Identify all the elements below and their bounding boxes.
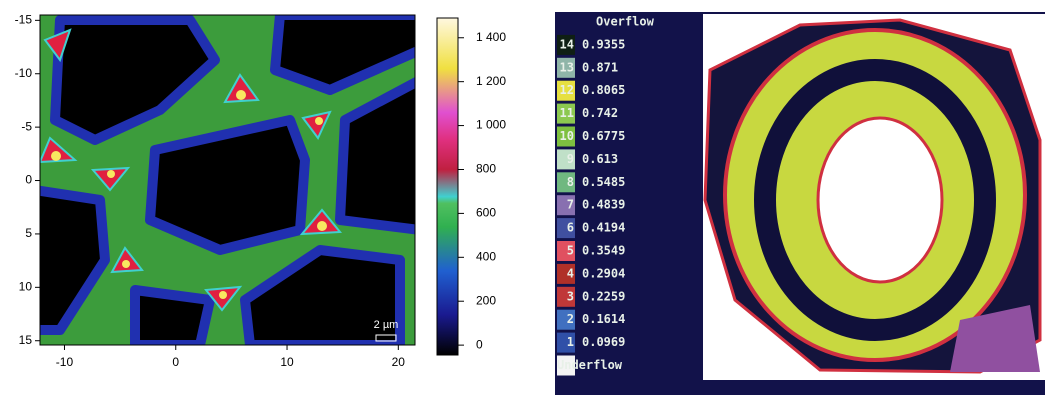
level-value: 0.0969 — [582, 335, 625, 349]
level-value: 0.2904 — [582, 266, 625, 280]
legend-swatch — [557, 263, 575, 284]
level-value: 0.9355 — [582, 37, 625, 51]
plot-frame — [39, 14, 416, 346]
x-tick-label: -10 — [56, 355, 74, 369]
level-label: 12 — [560, 83, 574, 97]
colorbar-tick-label: 600 — [476, 206, 496, 220]
legend-swatch — [557, 172, 575, 193]
underflow-label: Underflow — [557, 358, 623, 372]
legend-swatch — [557, 34, 575, 55]
x-tick-label: 0 — [172, 355, 179, 369]
legend-swatch — [557, 103, 575, 124]
legend-swatch — [557, 80, 575, 101]
colorbar-tick-label: 800 — [476, 162, 496, 176]
x-tick-label: 20 — [392, 355, 406, 369]
colorbar-tick-label: 1 400 — [476, 30, 506, 44]
level-label: 6 — [567, 221, 574, 235]
colorbar-tick-label: 400 — [476, 249, 496, 263]
level-value: 0.6775 — [582, 129, 625, 143]
y-tick-label: 15 — [19, 333, 33, 347]
y-tick-label: -15 — [15, 13, 33, 27]
level-value: 0.8065 — [582, 83, 625, 97]
legend-swatch — [557, 286, 575, 307]
colorbar-tick-label: 200 — [476, 293, 496, 307]
false-color-image — [703, 14, 1045, 380]
y-tick-label: 5 — [25, 226, 32, 240]
level-value: 0.4839 — [582, 198, 625, 212]
legend-swatch — [557, 241, 575, 261]
level-label: 8 — [567, 175, 574, 189]
level-label: 14 — [560, 37, 574, 51]
colorbar-tick-label: 1 000 — [476, 118, 506, 132]
y-tick-label: -5 — [21, 119, 32, 133]
legend-swatch — [557, 57, 575, 78]
x-tick-label: 10 — [280, 355, 294, 369]
level-label: 11 — [560, 106, 574, 120]
level-value: 0.5485 — [582, 175, 625, 189]
level-value: 0.3549 — [582, 244, 625, 258]
level-label: 2 — [567, 312, 574, 326]
legend-swatch — [557, 195, 575, 216]
level-value: 0.613 — [582, 152, 618, 166]
level-label: 4 — [567, 266, 574, 280]
level-value: 0.871 — [582, 60, 618, 74]
level-label: 10 — [560, 129, 574, 143]
level-label: 9 — [567, 152, 574, 166]
legend-swatch — [557, 355, 575, 376]
level-label: 3 — [567, 289, 574, 303]
colorbar-tick-label: 1 200 — [476, 74, 506, 88]
scale-bar-label: 2 µm — [374, 319, 399, 331]
legend-swatch — [557, 218, 575, 239]
colorbar — [436, 17, 459, 356]
y-tick-label: 0 — [25, 173, 32, 187]
legend-swatch — [557, 149, 575, 170]
y-tick-label: 10 — [19, 280, 33, 294]
level-label: 13 — [560, 60, 574, 74]
heatmap-image — [40, 15, 415, 345]
level-value: 0.4194 — [582, 221, 625, 235]
legend-swatch — [557, 332, 575, 353]
level-value: 0.2259 — [582, 289, 625, 303]
level-label: 5 — [567, 244, 574, 258]
legend-swatch — [557, 126, 575, 147]
y-tick-label: -10 — [15, 66, 33, 80]
level-label: 7 — [567, 198, 574, 212]
level-label: 1 — [567, 335, 574, 349]
level-value: 0.742 — [582, 106, 618, 120]
overflow-label: Overflow — [596, 15, 655, 29]
colorbar-tick-label: 0 — [476, 337, 483, 351]
level-value: 0.1614 — [582, 312, 625, 326]
legend-swatch — [557, 309, 575, 330]
